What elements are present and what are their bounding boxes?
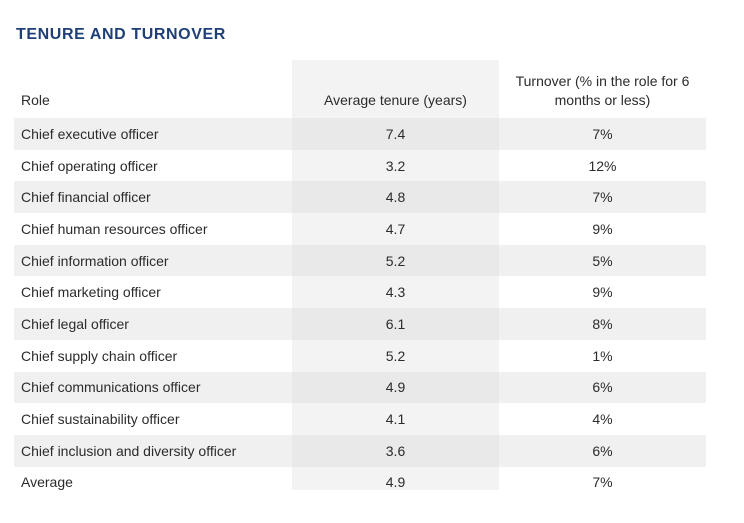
table-row: Chief inclusion and diversity officer 3.… — [14, 434, 706, 467]
table-row: Chief supply chain officer 5.2 1% — [14, 340, 706, 372]
table-row: Chief marketing officer 4.3 9% — [14, 276, 706, 308]
column-header-role: Role — [21, 92, 50, 108]
tenure-cell: 4.8 — [292, 181, 499, 214]
tenure-cell: 4.9 — [385, 474, 406, 491]
tenure-cell: 6.1 — [292, 308, 499, 340]
turnover-cell: 6% — [499, 434, 706, 467]
tenure-cell: 7.4 — [292, 118, 499, 150]
tenure-cell: 3.6 — [292, 434, 499, 467]
role-cell: Chief human resources officer — [21, 220, 208, 237]
turnover-cell: 5% — [499, 244, 706, 277]
turnover-cell: 7% — [499, 181, 706, 214]
table-row: Chief information officer 5.2 5% — [14, 244, 706, 277]
role-cell: Chief operating officer — [21, 157, 158, 174]
turnover-cell: 12% — [588, 157, 617, 174]
turnover-cell: 4% — [592, 411, 613, 428]
column-header-tenure: Average tenure (years) — [324, 92, 467, 108]
tenure-cell: 3.2 — [385, 157, 406, 174]
role-cell: Average — [21, 474, 73, 491]
tenure-cell: 5.2 — [385, 347, 406, 364]
role-cell: Chief marketing officer — [21, 284, 161, 301]
data-table: Role Average tenure (years) Turnover (% … — [14, 60, 706, 498]
column-header-turnover: Turnover (% in the role for 6 months or … — [515, 73, 690, 108]
turnover-cell: 6% — [499, 371, 706, 404]
role-cell: Chief financial officer — [14, 181, 292, 214]
turnover-cell: 9% — [592, 220, 613, 237]
table-row: Chief human resources officer 4.7 9% — [14, 213, 706, 245]
turnover-cell: 7% — [592, 474, 613, 491]
turnover-cell: 8% — [499, 308, 706, 340]
role-cell: Chief inclusion and diversity officer — [14, 434, 292, 467]
table-row: Chief operating officer 3.2 12% — [14, 150, 706, 182]
role-cell: Chief supply chain officer — [21, 347, 178, 364]
role-cell: Chief executive officer — [14, 118, 292, 150]
tenure-cell: 4.1 — [385, 411, 406, 428]
table-row-average: Average 4.9 7% — [14, 467, 706, 499]
turnover-cell: 9% — [592, 284, 613, 301]
tenure-cell: 4.7 — [385, 220, 406, 237]
table-row: Chief financial officer 4.8 7% — [14, 181, 706, 214]
tenure-cell: 4.3 — [385, 284, 406, 301]
role-cell: Chief legal officer — [14, 308, 292, 340]
turnover-cell: 1% — [592, 347, 613, 364]
table-row: Chief legal officer 6.1 8% — [14, 308, 706, 340]
tenure-cell: 4.9 — [292, 371, 499, 404]
role-cell: Chief communications officer — [14, 371, 292, 404]
table-row: Chief executive officer 7.4 7% — [14, 118, 706, 150]
role-cell: Chief information officer — [14, 244, 292, 277]
header-row: Role Average tenure (years) Turnover (% … — [14, 60, 706, 118]
role-cell: Chief sustainability officer — [21, 411, 180, 428]
tenure-cell: 5.2 — [292, 244, 499, 277]
tenure-turnover-table: Role Average tenure (years) Turnover (% … — [14, 60, 706, 498]
table-row: Chief sustainability officer 4.1 4% — [14, 403, 706, 435]
table-row: Chief communications officer 4.9 6% — [14, 371, 706, 404]
turnover-cell: 7% — [499, 118, 706, 150]
table-title: TENURE AND TURNOVER — [16, 26, 226, 43]
